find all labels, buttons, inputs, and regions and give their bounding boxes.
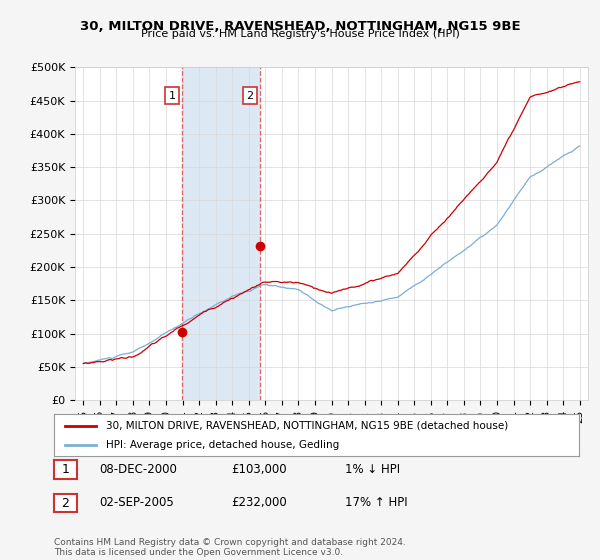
- Text: 08-DEC-2000: 08-DEC-2000: [99, 463, 177, 476]
- Text: 1% ↓ HPI: 1% ↓ HPI: [345, 463, 400, 476]
- Text: Contains HM Land Registry data © Crown copyright and database right 2024.
This d: Contains HM Land Registry data © Crown c…: [54, 538, 406, 557]
- Text: 02-SEP-2005: 02-SEP-2005: [99, 496, 174, 510]
- Text: £103,000: £103,000: [231, 463, 287, 476]
- Text: 1: 1: [61, 463, 70, 476]
- Bar: [182, 67, 260, 400]
- Text: 30, MILTON DRIVE, RAVENSHEAD, NOTTINGHAM, NG15 9BE: 30, MILTON DRIVE, RAVENSHEAD, NOTTINGHAM…: [80, 20, 520, 32]
- Text: £232,000: £232,000: [231, 496, 287, 510]
- Text: HPI: Average price, detached house, Gedling: HPI: Average price, detached house, Gedl…: [107, 440, 340, 450]
- Text: 2: 2: [61, 497, 70, 510]
- Text: 17% ↑ HPI: 17% ↑ HPI: [345, 496, 407, 510]
- Text: 30, MILTON DRIVE, RAVENSHEAD, NOTTINGHAM, NG15 9BE (detached house): 30, MILTON DRIVE, RAVENSHEAD, NOTTINGHAM…: [107, 421, 509, 431]
- Text: Price paid vs. HM Land Registry's House Price Index (HPI): Price paid vs. HM Land Registry's House …: [140, 29, 460, 39]
- Text: 1: 1: [169, 91, 175, 101]
- Text: 2: 2: [247, 91, 253, 101]
